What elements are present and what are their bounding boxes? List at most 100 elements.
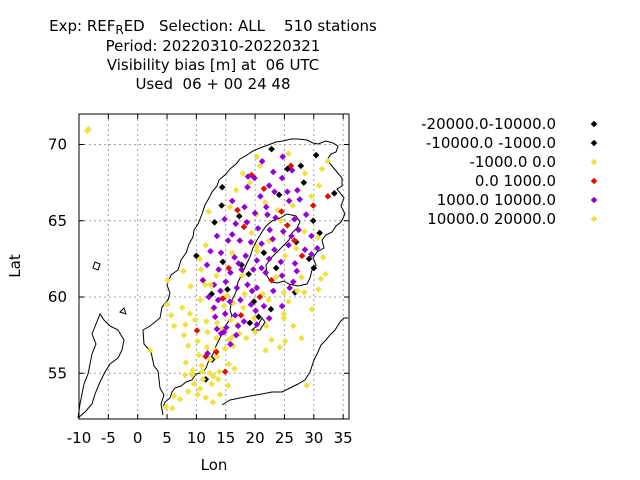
legend-marker — [590, 196, 598, 204]
data-point — [180, 267, 187, 275]
x-axis-label: Lon — [201, 456, 228, 474]
data-point — [260, 185, 268, 193]
grid-lines — [79, 114, 349, 419]
chart-title-line4: Used 06 + 00 24 48 — [135, 75, 291, 93]
data-point — [213, 319, 221, 327]
data-point — [188, 371, 196, 379]
data-point — [287, 162, 295, 170]
data-point — [199, 276, 207, 284]
data-point — [193, 327, 201, 334]
data-point — [237, 312, 245, 319]
data-point — [280, 289, 288, 296]
data-point — [194, 337, 201, 345]
data-point — [253, 153, 261, 160]
data-point — [195, 351, 203, 359]
data-point — [314, 234, 322, 241]
data-point — [225, 336, 233, 343]
data-point — [256, 293, 264, 301]
data-point — [227, 340, 234, 348]
data-point — [226, 203, 234, 211]
data-point — [285, 298, 292, 305]
data-point — [316, 229, 323, 237]
data-point — [253, 243, 261, 250]
data-point — [225, 264, 232, 272]
data-point — [301, 228, 308, 235]
data-point — [258, 157, 266, 165]
data-point — [197, 266, 205, 273]
series-4 — [199, 153, 321, 357]
data-point — [163, 301, 171, 308]
data-point — [303, 382, 311, 389]
data-point — [251, 174, 258, 182]
data-point — [211, 218, 218, 226]
data-point — [217, 287, 224, 295]
data-point — [220, 302, 228, 310]
data-point — [207, 281, 214, 289]
data-point — [219, 295, 227, 302]
data-point — [284, 188, 291, 196]
data-point — [305, 255, 313, 263]
y-tick-label: 65 — [48, 212, 67, 230]
data-point — [248, 287, 256, 295]
series-5 — [196, 165, 326, 372]
data-point — [277, 217, 285, 225]
data-point — [309, 217, 317, 225]
data-point — [208, 290, 215, 298]
legend-entry-label: -20000.0-10000.0 — [421, 115, 556, 133]
data-point — [202, 394, 210, 401]
data-point — [301, 170, 309, 177]
data-point — [289, 322, 297, 330]
legend-entry-label: -1000.0 0.0 — [469, 153, 556, 171]
data-point — [206, 369, 214, 377]
data-point — [265, 182, 273, 189]
data-point — [257, 193, 264, 200]
data-point — [223, 292, 231, 299]
data-point — [202, 241, 210, 249]
data-point — [233, 331, 240, 339]
data-point — [302, 211, 310, 218]
data-point — [285, 241, 292, 249]
data-point — [279, 228, 287, 235]
data-point — [240, 304, 247, 311]
data-point — [209, 398, 217, 406]
data-point — [280, 315, 288, 322]
data-point — [268, 336, 275, 343]
data-point — [315, 182, 323, 189]
data-point — [256, 162, 264, 170]
data-point — [213, 232, 221, 240]
data-point — [285, 150, 292, 157]
data-point — [227, 316, 235, 324]
data-point — [254, 225, 262, 232]
data-point — [246, 179, 254, 186]
data-point — [240, 223, 248, 231]
data-point — [198, 368, 206, 376]
data-point — [204, 350, 211, 357]
data-point — [228, 197, 236, 205]
data-point — [286, 284, 294, 292]
data-point — [275, 191, 283, 199]
data-point — [210, 373, 217, 380]
data-point — [207, 356, 214, 363]
data-point — [252, 307, 259, 315]
data-point — [267, 305, 275, 313]
data-point — [247, 301, 255, 308]
data-point — [85, 125, 92, 133]
data-point — [234, 322, 242, 330]
data-point — [278, 174, 286, 182]
legend-entry-label: 1000.0 10000.0 — [437, 191, 556, 209]
series-1 — [202, 145, 320, 383]
scatter-points — [83, 125, 338, 412]
data-point — [268, 145, 275, 153]
data-point — [235, 212, 243, 220]
data-point — [310, 264, 318, 272]
data-point — [230, 299, 237, 307]
data-point — [265, 237, 273, 244]
data-point — [266, 226, 274, 234]
data-point — [258, 264, 265, 272]
y-tick-label: 55 — [48, 364, 67, 382]
data-point — [235, 260, 242, 267]
x-tick-label: 20 — [246, 429, 265, 447]
data-point — [258, 240, 265, 247]
data-point — [191, 316, 199, 324]
data-point — [218, 325, 226, 333]
